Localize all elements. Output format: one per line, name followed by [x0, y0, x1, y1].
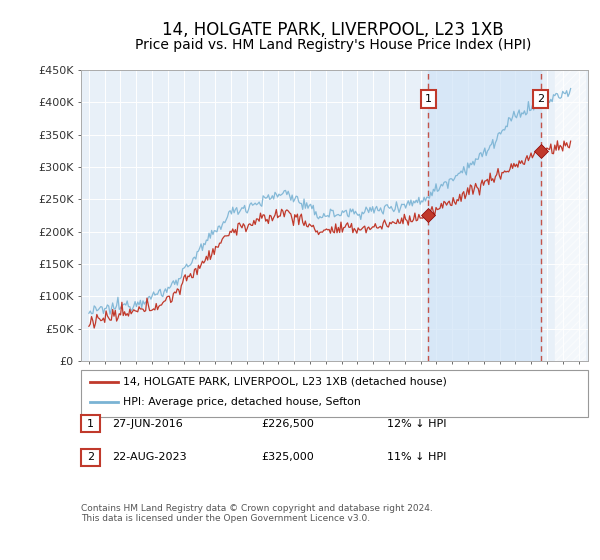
Text: £325,000: £325,000 [261, 452, 314, 462]
Text: Price paid vs. HM Land Registry's House Price Index (HPI): Price paid vs. HM Land Registry's House … [135, 38, 531, 52]
Text: 12% ↓ HPI: 12% ↓ HPI [387, 419, 446, 428]
Text: £226,500: £226,500 [261, 419, 314, 428]
Text: Contains HM Land Registry data © Crown copyright and database right 2024.
This d: Contains HM Land Registry data © Crown c… [81, 504, 433, 524]
Text: HPI: Average price, detached house, Sefton: HPI: Average price, detached house, Seft… [123, 397, 361, 407]
Bar [428, 70, 541, 361]
Text: 2: 2 [87, 452, 94, 462]
Text: 1: 1 [425, 94, 432, 104]
Text: 14, HOLGATE PARK, LIVERPOOL, L23 1XB (detached house): 14, HOLGATE PARK, LIVERPOOL, L23 1XB (de… [123, 377, 447, 387]
Bar [555, 70, 586, 361]
Text: 27-JUN-2016: 27-JUN-2016 [112, 419, 183, 428]
Text: 2: 2 [538, 94, 544, 104]
Text: 14, HOLGATE PARK, LIVERPOOL, L23 1XB: 14, HOLGATE PARK, LIVERPOOL, L23 1XB [162, 21, 504, 39]
Text: 22-AUG-2023: 22-AUG-2023 [112, 452, 187, 462]
Text: 11% ↓ HPI: 11% ↓ HPI [387, 452, 446, 462]
Text: 1: 1 [87, 419, 94, 428]
